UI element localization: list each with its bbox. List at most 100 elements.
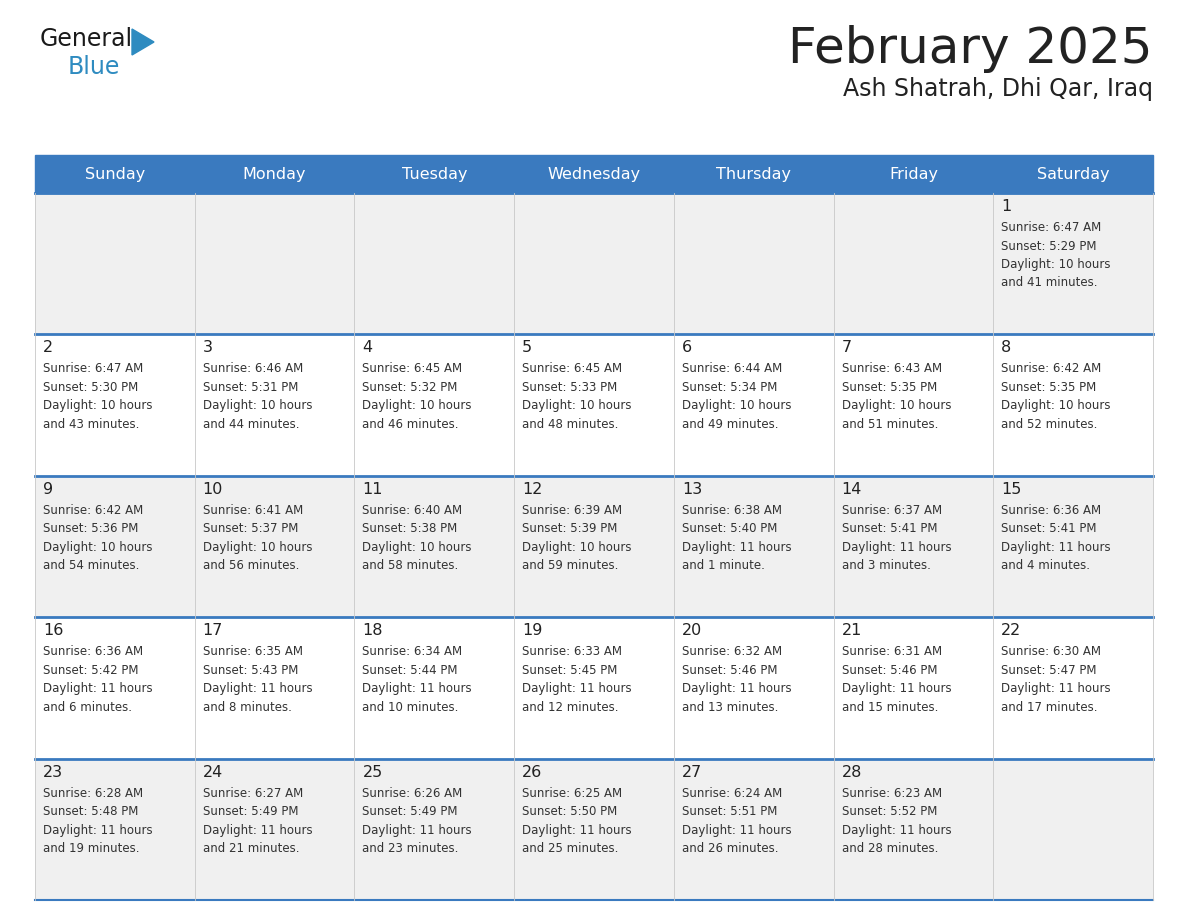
Text: Sunrise: 6:43 AM: Sunrise: 6:43 AM <box>841 363 942 375</box>
Text: Sunrise: 6:34 AM: Sunrise: 6:34 AM <box>362 645 462 658</box>
Text: Daylight: 11 hours: Daylight: 11 hours <box>43 682 152 695</box>
Text: Sunrise: 6:42 AM: Sunrise: 6:42 AM <box>43 504 144 517</box>
Bar <box>514 334 674 476</box>
Text: Sunrise: 6:25 AM: Sunrise: 6:25 AM <box>523 787 623 800</box>
Text: Sunset: 5:47 PM: Sunset: 5:47 PM <box>1001 664 1097 677</box>
Text: Sunrise: 6:37 AM: Sunrise: 6:37 AM <box>841 504 942 517</box>
Text: and 52 minutes.: and 52 minutes. <box>1001 418 1098 431</box>
Text: and 41 minutes.: and 41 minutes. <box>1001 276 1098 289</box>
Text: Sunrise: 6:31 AM: Sunrise: 6:31 AM <box>841 645 942 658</box>
Text: 19: 19 <box>523 623 543 638</box>
Text: Daylight: 11 hours: Daylight: 11 hours <box>203 682 312 695</box>
Text: Sunrise: 6:47 AM: Sunrise: 6:47 AM <box>43 363 144 375</box>
Text: Daylight: 11 hours: Daylight: 11 hours <box>362 823 472 836</box>
Text: Sunset: 5:38 PM: Sunset: 5:38 PM <box>362 522 457 535</box>
Text: Sunset: 5:32 PM: Sunset: 5:32 PM <box>362 381 457 394</box>
Bar <box>993 193 1154 334</box>
Text: Blue: Blue <box>68 55 120 79</box>
Text: Saturday: Saturday <box>1037 166 1110 182</box>
Text: Sunset: 5:40 PM: Sunset: 5:40 PM <box>682 522 777 535</box>
Text: Daylight: 11 hours: Daylight: 11 hours <box>523 682 632 695</box>
Text: and 15 minutes.: and 15 minutes. <box>841 700 939 713</box>
Bar <box>674 476 834 617</box>
Bar <box>34 617 195 758</box>
Bar <box>674 193 834 334</box>
Bar <box>834 193 993 334</box>
Text: and 23 minutes.: and 23 minutes. <box>362 842 459 855</box>
Text: 16: 16 <box>43 623 63 638</box>
Text: Sunset: 5:39 PM: Sunset: 5:39 PM <box>523 522 618 535</box>
Text: 27: 27 <box>682 765 702 779</box>
Text: Daylight: 11 hours: Daylight: 11 hours <box>682 682 791 695</box>
Text: Sunset: 5:34 PM: Sunset: 5:34 PM <box>682 381 777 394</box>
Text: and 58 minutes.: and 58 minutes. <box>362 559 459 572</box>
Text: Ash Shatrah, Dhi Qar, Iraq: Ash Shatrah, Dhi Qar, Iraq <box>843 77 1154 101</box>
Text: and 51 minutes.: and 51 minutes. <box>841 418 939 431</box>
Text: Daylight: 10 hours: Daylight: 10 hours <box>43 541 152 554</box>
Text: 28: 28 <box>841 765 862 779</box>
Bar <box>514 758 674 900</box>
Text: and 10 minutes.: and 10 minutes. <box>362 700 459 713</box>
Text: 23: 23 <box>43 765 63 779</box>
Text: Sunrise: 6:45 AM: Sunrise: 6:45 AM <box>362 363 462 375</box>
Text: 26: 26 <box>523 765 543 779</box>
Text: Sunrise: 6:41 AM: Sunrise: 6:41 AM <box>203 504 303 517</box>
Text: and 59 minutes.: and 59 minutes. <box>523 559 619 572</box>
Text: Sunset: 5:29 PM: Sunset: 5:29 PM <box>1001 240 1097 252</box>
Bar <box>354 476 514 617</box>
Text: and 54 minutes.: and 54 minutes. <box>43 559 139 572</box>
Text: Sunset: 5:33 PM: Sunset: 5:33 PM <box>523 381 618 394</box>
Text: Sunrise: 6:33 AM: Sunrise: 6:33 AM <box>523 645 623 658</box>
Text: Sunrise: 6:46 AM: Sunrise: 6:46 AM <box>203 363 303 375</box>
Text: Sunrise: 6:35 AM: Sunrise: 6:35 AM <box>203 645 303 658</box>
Bar <box>195 758 354 900</box>
Text: 2: 2 <box>43 341 53 355</box>
Text: and 19 minutes.: and 19 minutes. <box>43 842 139 855</box>
Polygon shape <box>132 29 154 55</box>
Text: Sunset: 5:48 PM: Sunset: 5:48 PM <box>43 805 138 818</box>
Text: Sunset: 5:35 PM: Sunset: 5:35 PM <box>841 381 937 394</box>
Text: Monday: Monday <box>242 166 307 182</box>
Text: Sunset: 5:31 PM: Sunset: 5:31 PM <box>203 381 298 394</box>
Text: 25: 25 <box>362 765 383 779</box>
Text: Sunset: 5:37 PM: Sunset: 5:37 PM <box>203 522 298 535</box>
Text: 13: 13 <box>682 482 702 497</box>
Text: and 25 minutes.: and 25 minutes. <box>523 842 619 855</box>
Text: Sunrise: 6:32 AM: Sunrise: 6:32 AM <box>682 645 782 658</box>
Text: February 2025: February 2025 <box>789 25 1154 73</box>
Text: Daylight: 11 hours: Daylight: 11 hours <box>362 682 472 695</box>
Bar <box>354 334 514 476</box>
Text: Daylight: 11 hours: Daylight: 11 hours <box>203 823 312 836</box>
Text: and 1 minute.: and 1 minute. <box>682 559 765 572</box>
Text: Sunrise: 6:36 AM: Sunrise: 6:36 AM <box>1001 504 1101 517</box>
Bar <box>993 334 1154 476</box>
Text: Sunrise: 6:39 AM: Sunrise: 6:39 AM <box>523 504 623 517</box>
Text: Sunrise: 6:27 AM: Sunrise: 6:27 AM <box>203 787 303 800</box>
Text: Daylight: 11 hours: Daylight: 11 hours <box>523 823 632 836</box>
Text: Daylight: 10 hours: Daylight: 10 hours <box>682 399 791 412</box>
Bar <box>195 193 354 334</box>
Text: and 28 minutes.: and 28 minutes. <box>841 842 939 855</box>
Text: 3: 3 <box>203 341 213 355</box>
Text: Daylight: 11 hours: Daylight: 11 hours <box>1001 541 1111 554</box>
Text: and 13 minutes.: and 13 minutes. <box>682 700 778 713</box>
Text: Daylight: 10 hours: Daylight: 10 hours <box>1001 258 1111 271</box>
Text: 4: 4 <box>362 341 373 355</box>
Bar <box>834 758 993 900</box>
Text: 6: 6 <box>682 341 691 355</box>
Text: 10: 10 <box>203 482 223 497</box>
Text: and 4 minutes.: and 4 minutes. <box>1001 559 1091 572</box>
Text: Sunrise: 6:30 AM: Sunrise: 6:30 AM <box>1001 645 1101 658</box>
Bar <box>674 334 834 476</box>
Text: Daylight: 10 hours: Daylight: 10 hours <box>362 541 472 554</box>
Text: Sunrise: 6:45 AM: Sunrise: 6:45 AM <box>523 363 623 375</box>
Text: and 6 minutes.: and 6 minutes. <box>43 700 132 713</box>
Text: and 43 minutes.: and 43 minutes. <box>43 418 139 431</box>
Text: Sunday: Sunday <box>84 166 145 182</box>
Text: Sunrise: 6:23 AM: Sunrise: 6:23 AM <box>841 787 942 800</box>
Bar <box>34 193 195 334</box>
Text: Sunrise: 6:47 AM: Sunrise: 6:47 AM <box>1001 221 1101 234</box>
Text: and 21 minutes.: and 21 minutes. <box>203 842 299 855</box>
Bar <box>993 476 1154 617</box>
Text: 14: 14 <box>841 482 862 497</box>
